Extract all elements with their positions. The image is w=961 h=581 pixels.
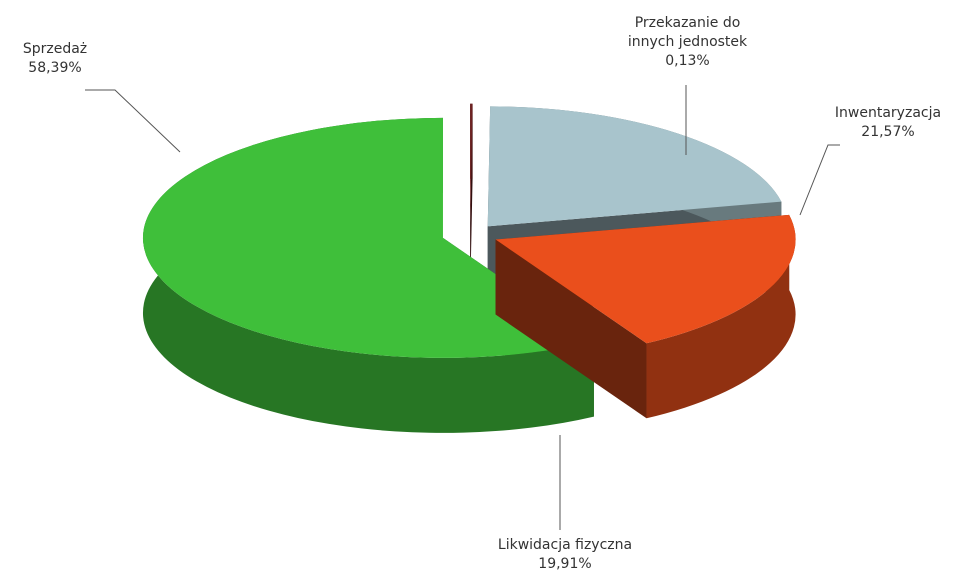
slices	[142, 103, 796, 433]
leader-line	[799, 144, 840, 216]
category-label: Likwidacja fizyczna	[497, 537, 633, 553]
category-label: Sprzedaż	[22, 41, 88, 57]
category-label: Przekazanie do innych jednostek	[627, 15, 748, 50]
value-label: 0,13%	[665, 53, 710, 69]
slice	[470, 103, 473, 224]
leader-lines	[85, 85, 840, 530]
slice-wall	[646, 214, 796, 419]
value-label: 58,39%	[28, 60, 82, 76]
slice	[495, 214, 796, 344]
label: Likwidacja fizyczna 19,91%	[480, 536, 650, 574]
value-label: 19,91%	[538, 556, 592, 572]
slice-side	[495, 239, 647, 419]
slice	[142, 117, 594, 358]
slice	[487, 106, 782, 227]
category-label: Inwentaryzacja	[834, 105, 942, 121]
label: Inwentaryzacja 21,57%	[815, 104, 961, 142]
leader-line	[85, 89, 181, 153]
value-label: 21,57%	[861, 124, 915, 140]
label: Przekazanie do innych jednostek 0,13%	[610, 14, 765, 71]
label: Sprzedaż 58,39%	[0, 40, 110, 78]
